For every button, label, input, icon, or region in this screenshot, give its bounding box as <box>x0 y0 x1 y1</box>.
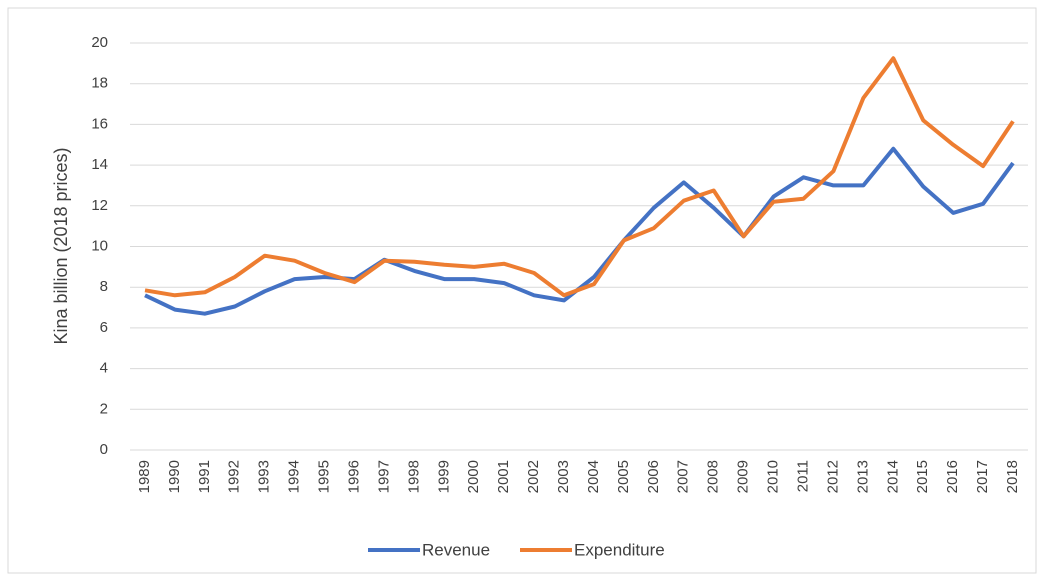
y-tick-label: 18 <box>91 75 108 92</box>
x-tick-label: 2014 <box>884 460 901 493</box>
x-tick-label: 2001 <box>495 460 512 493</box>
x-tick-label: 1999 <box>435 460 452 493</box>
y-tick-label: 0 <box>100 441 108 458</box>
x-tick-label: 2007 <box>675 460 692 493</box>
x-tick-label: 2005 <box>615 460 632 493</box>
y-tick-label: 6 <box>100 319 108 336</box>
line <box>144 56 1015 298</box>
x-tick-label: 2018 <box>1004 460 1021 493</box>
x-tick-label: 2008 <box>705 460 722 493</box>
x-tick-label: 1993 <box>256 460 273 493</box>
x-tick-label: 1997 <box>375 460 392 493</box>
y-tick-label: 10 <box>91 237 108 254</box>
y-tick-label: 2 <box>100 400 108 417</box>
x-tick-label: 1995 <box>316 460 333 493</box>
x-tick-label: 2011 <box>794 460 811 492</box>
y-tick-label: 20 <box>91 34 108 51</box>
x-tick-label: 1990 <box>166 460 183 493</box>
y-axis-label: Kina billion (2018 prices) <box>51 147 71 344</box>
legend-label: Revenue <box>422 540 490 559</box>
x-tick-label: 1992 <box>226 460 243 493</box>
x-tick-label: 1994 <box>286 460 303 493</box>
x-tick-label: 2017 <box>974 460 991 493</box>
x-tick-label: 2016 <box>944 460 961 493</box>
y-tick-label: 4 <box>100 360 108 377</box>
x-tick-label: 2013 <box>854 460 871 493</box>
y-tick-label: 8 <box>100 278 108 295</box>
x-tick-label: 2003 <box>555 460 572 493</box>
x-tick-label: 1996 <box>345 460 362 493</box>
x-tick-label: 1991 <box>196 460 213 493</box>
x-tick-label: 2015 <box>914 460 931 493</box>
x-tick-label: 2000 <box>465 460 482 493</box>
x-tick-label: 2004 <box>585 460 602 493</box>
x-tick-label: 2002 <box>525 460 542 493</box>
x-tick-label: 2009 <box>735 460 752 493</box>
x-tick-label: 2006 <box>645 460 662 493</box>
legend-label: Expenditure <box>574 540 665 559</box>
y-tick-label: 14 <box>91 156 108 173</box>
x-tick-label: 1989 <box>136 460 153 493</box>
y-tick-label: 12 <box>91 197 108 214</box>
x-tick-label: 1998 <box>405 460 422 493</box>
x-tick-label: 2010 <box>765 460 782 493</box>
x-tick-label: 2012 <box>824 460 841 493</box>
y-tick-label: 16 <box>91 115 108 132</box>
